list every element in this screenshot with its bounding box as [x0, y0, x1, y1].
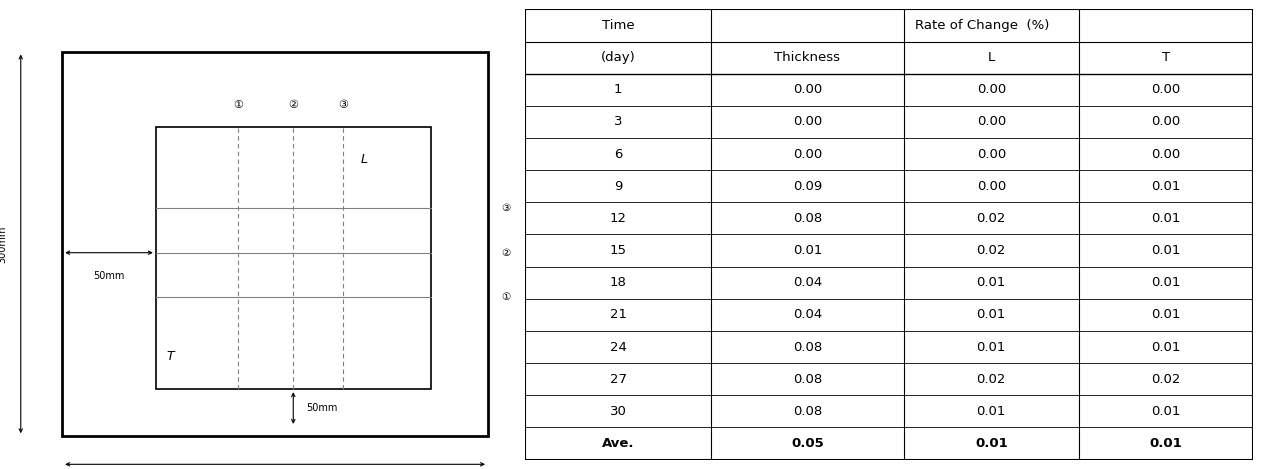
- Text: L: L: [987, 51, 995, 64]
- Text: 21: 21: [610, 309, 627, 321]
- Text: 0.01: 0.01: [1151, 340, 1181, 354]
- Text: 1: 1: [614, 83, 623, 96]
- Text: 0.01: 0.01: [793, 244, 822, 257]
- Text: 0.05: 0.05: [791, 437, 824, 450]
- Text: Ave.: Ave.: [601, 437, 634, 450]
- Text: 3: 3: [614, 115, 623, 129]
- Text: T: T: [1162, 51, 1170, 64]
- Text: 0.01: 0.01: [1151, 244, 1181, 257]
- Text: 0.01: 0.01: [1151, 212, 1181, 225]
- Text: 0.00: 0.00: [793, 83, 822, 96]
- Text: 0.01: 0.01: [1151, 276, 1181, 289]
- Text: 300mm: 300mm: [0, 225, 8, 263]
- Text: 24: 24: [610, 340, 627, 354]
- Text: Time: Time: [601, 19, 634, 32]
- Text: 0.01: 0.01: [975, 437, 1008, 450]
- Text: ①: ①: [233, 100, 243, 110]
- Text: 0.00: 0.00: [976, 115, 1006, 129]
- Text: 0.08: 0.08: [793, 340, 822, 354]
- Text: 0.04: 0.04: [793, 276, 822, 289]
- Text: 0.02: 0.02: [1151, 373, 1181, 386]
- Text: 50mm: 50mm: [306, 403, 338, 413]
- Text: 0.00: 0.00: [793, 148, 822, 160]
- Text: 0.00: 0.00: [1151, 148, 1181, 160]
- Text: 18: 18: [610, 276, 627, 289]
- Text: 9: 9: [614, 180, 623, 193]
- Text: ③: ③: [338, 100, 348, 110]
- Text: ①: ①: [501, 292, 510, 303]
- Text: 0.02: 0.02: [976, 373, 1006, 386]
- Text: 0.01: 0.01: [1151, 309, 1181, 321]
- Text: 0.01: 0.01: [976, 309, 1006, 321]
- Text: T: T: [166, 350, 173, 363]
- Text: L: L: [361, 153, 368, 166]
- Text: 0.08: 0.08: [793, 212, 822, 225]
- Text: 50mm: 50mm: [94, 272, 124, 281]
- Bar: [156, 127, 430, 389]
- Text: Rate of Change  (%): Rate of Change (%): [915, 19, 1050, 32]
- Text: 27: 27: [610, 373, 627, 386]
- Text: 0.01: 0.01: [976, 405, 1006, 418]
- Text: 0.08: 0.08: [793, 373, 822, 386]
- Text: 0.00: 0.00: [976, 180, 1006, 193]
- Text: ③: ③: [501, 203, 510, 213]
- Text: 6: 6: [614, 148, 623, 160]
- Text: 30: 30: [610, 405, 627, 418]
- Text: 0.00: 0.00: [976, 83, 1006, 96]
- Text: 0.01: 0.01: [1150, 437, 1182, 450]
- Text: Thickness: Thickness: [775, 51, 841, 64]
- Text: 0.04: 0.04: [793, 309, 822, 321]
- Text: 0.01: 0.01: [1151, 180, 1181, 193]
- Text: 0.00: 0.00: [1151, 115, 1181, 129]
- Bar: [62, 52, 487, 436]
- Text: 12: 12: [610, 212, 627, 225]
- Text: 0.01: 0.01: [976, 340, 1006, 354]
- Text: 0.00: 0.00: [1151, 83, 1181, 96]
- Text: 0.01: 0.01: [1151, 405, 1181, 418]
- Text: ②: ②: [289, 100, 299, 110]
- Text: ②: ②: [501, 248, 510, 257]
- Text: (day): (day): [601, 51, 636, 64]
- Text: 0.08: 0.08: [793, 405, 822, 418]
- Text: 15: 15: [610, 244, 627, 257]
- Text: 0.00: 0.00: [976, 148, 1006, 160]
- Text: 0.09: 0.09: [793, 180, 822, 193]
- Text: 0.01: 0.01: [976, 276, 1006, 289]
- Text: 0.00: 0.00: [793, 115, 822, 129]
- Text: 0.02: 0.02: [976, 212, 1006, 225]
- Text: 0.02: 0.02: [976, 244, 1006, 257]
